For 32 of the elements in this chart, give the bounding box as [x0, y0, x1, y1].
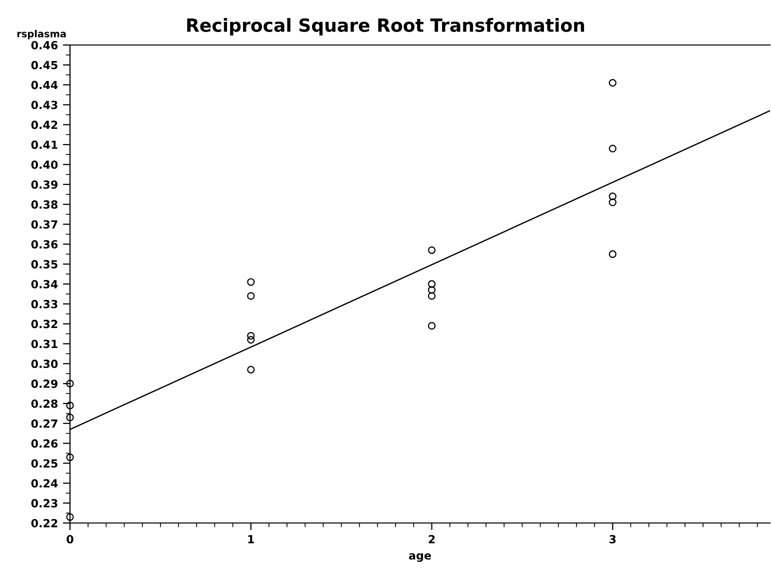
y-tick-label: 0.30: [31, 360, 58, 368]
y-tick-label: 0.46: [31, 40, 58, 50]
y-axis-title: rsplasma: [17, 30, 66, 40]
y-tick-label: 0.34: [31, 280, 58, 288]
y-tick-label: 0.26: [31, 439, 58, 448]
x-tick-label: 2: [428, 535, 435, 544]
y-tick-label: 0.27: [31, 419, 58, 428]
y-tick-label: 0.42: [31, 120, 58, 130]
y-tick-label: 0.28: [31, 399, 58, 408]
x-tick-label: 1: [248, 535, 254, 544]
y-tick-label: 0.41: [31, 140, 58, 149]
y-tick-label: 0.40: [31, 160, 58, 169]
x-tick-label: 3: [610, 535, 616, 544]
y-tick-label: 0.36: [31, 240, 58, 249]
x-axis-title: age: [408, 553, 431, 562]
y-tick-label: 0.25: [31, 459, 58, 468]
y-tick-label: 0.45: [31, 60, 58, 70]
y-tick-label: 0.39: [31, 180, 58, 189]
y-tick-label: 0.43: [31, 100, 58, 110]
y-tick-label: 0.37: [31, 220, 58, 229]
y-tick-label: 0.33: [31, 300, 58, 308]
y-tick-label: 0.23: [31, 499, 58, 508]
y-tick-label: 0.22: [31, 518, 58, 528]
x-tick-label: 0: [66, 535, 74, 544]
y-tick-label: 0.31: [31, 340, 58, 348]
y-tick-label: 0.29: [31, 380, 58, 388]
y-tick-label: 0.38: [31, 200, 58, 209]
y-tick-label: 0.44: [31, 80, 58, 90]
y-tick-label: 0.24: [31, 479, 58, 488]
y-tick-label: 0.32: [31, 320, 58, 328]
chart-title: Reciprocal Square Root Transformation: [187, 18, 584, 36]
y-tick-label: 0.35: [31, 260, 58, 268]
